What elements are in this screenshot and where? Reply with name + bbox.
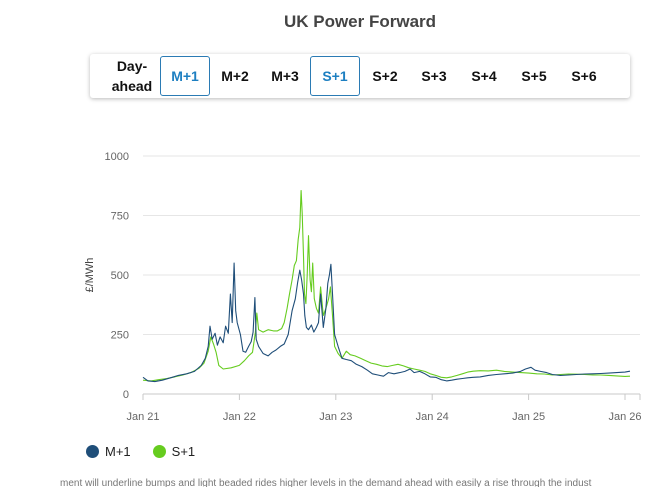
- tab-s4[interactable]: S+4: [471, 68, 497, 84]
- x-tick-label-1: Jan 22: [223, 411, 256, 423]
- tab-s2[interactable]: S+2: [372, 68, 398, 84]
- legend-item-s1[interactable]: S+1: [152, 444, 196, 459]
- legend-label-s1: S+1: [171, 444, 196, 459]
- series-line-s1: [142, 189, 631, 382]
- legend: M+1 S+1: [86, 444, 217, 459]
- legend-item-m1[interactable]: M+1: [86, 444, 131, 459]
- series-line-m1: [142, 262, 631, 383]
- tab-m2[interactable]: M+2: [221, 68, 249, 84]
- tab-m3[interactable]: M+3: [271, 68, 299, 84]
- y-tick-label-2: 500: [111, 270, 129, 282]
- line-chart: 0 250 500 750 1000 Jan 21 Jan 22 Jan 23 Jan 24 Ja…: [84, 151, 642, 423]
- tab-s6[interactable]: S+6: [571, 68, 597, 84]
- x-tick-label-4: Jan 25: [512, 411, 545, 423]
- y-tick-label-4: 1000: [105, 151, 129, 163]
- y-axis-label: £/MWh: [84, 258, 96, 293]
- tab-s3[interactable]: S+3: [421, 68, 447, 84]
- legend-label-m1: M+1: [105, 444, 131, 459]
- x-tick-label-3: Jan 24: [416, 411, 449, 423]
- description-text: ment will underline bumps and light bead…: [60, 478, 592, 487]
- tab-s1[interactable]: S+1: [310, 56, 360, 96]
- tab-m1[interactable]: M+1: [160, 56, 210, 96]
- contract-tab-bar: Day-ahead M+1 M+2 M+3 S+1 S+2 S+3 S+4 S+…: [90, 54, 630, 98]
- chart-title: UK Power Forward: [283, 12, 437, 31]
- y-tick-label-0: 0: [123, 389, 129, 401]
- tab-s5[interactable]: S+5: [521, 68, 547, 84]
- x-tick-label-0: Jan 21: [126, 411, 159, 423]
- tab-day-ahead[interactable]: Day-ahead: [111, 58, 153, 94]
- legend-marker-m1: [86, 445, 99, 458]
- legend-marker-s1: [152, 445, 166, 458]
- x-tick-label-5: Jan 26: [608, 411, 641, 423]
- y-tick-label-3: 750: [111, 211, 129, 223]
- y-tick-label-1: 250: [111, 330, 129, 342]
- x-tick-label-2: Jan 23: [319, 411, 352, 423]
- chart-area: 0 250 500 750 1000 Jan 21 Jan 22 Jan 23 Jan 24 Ja…: [0, 130, 660, 440]
